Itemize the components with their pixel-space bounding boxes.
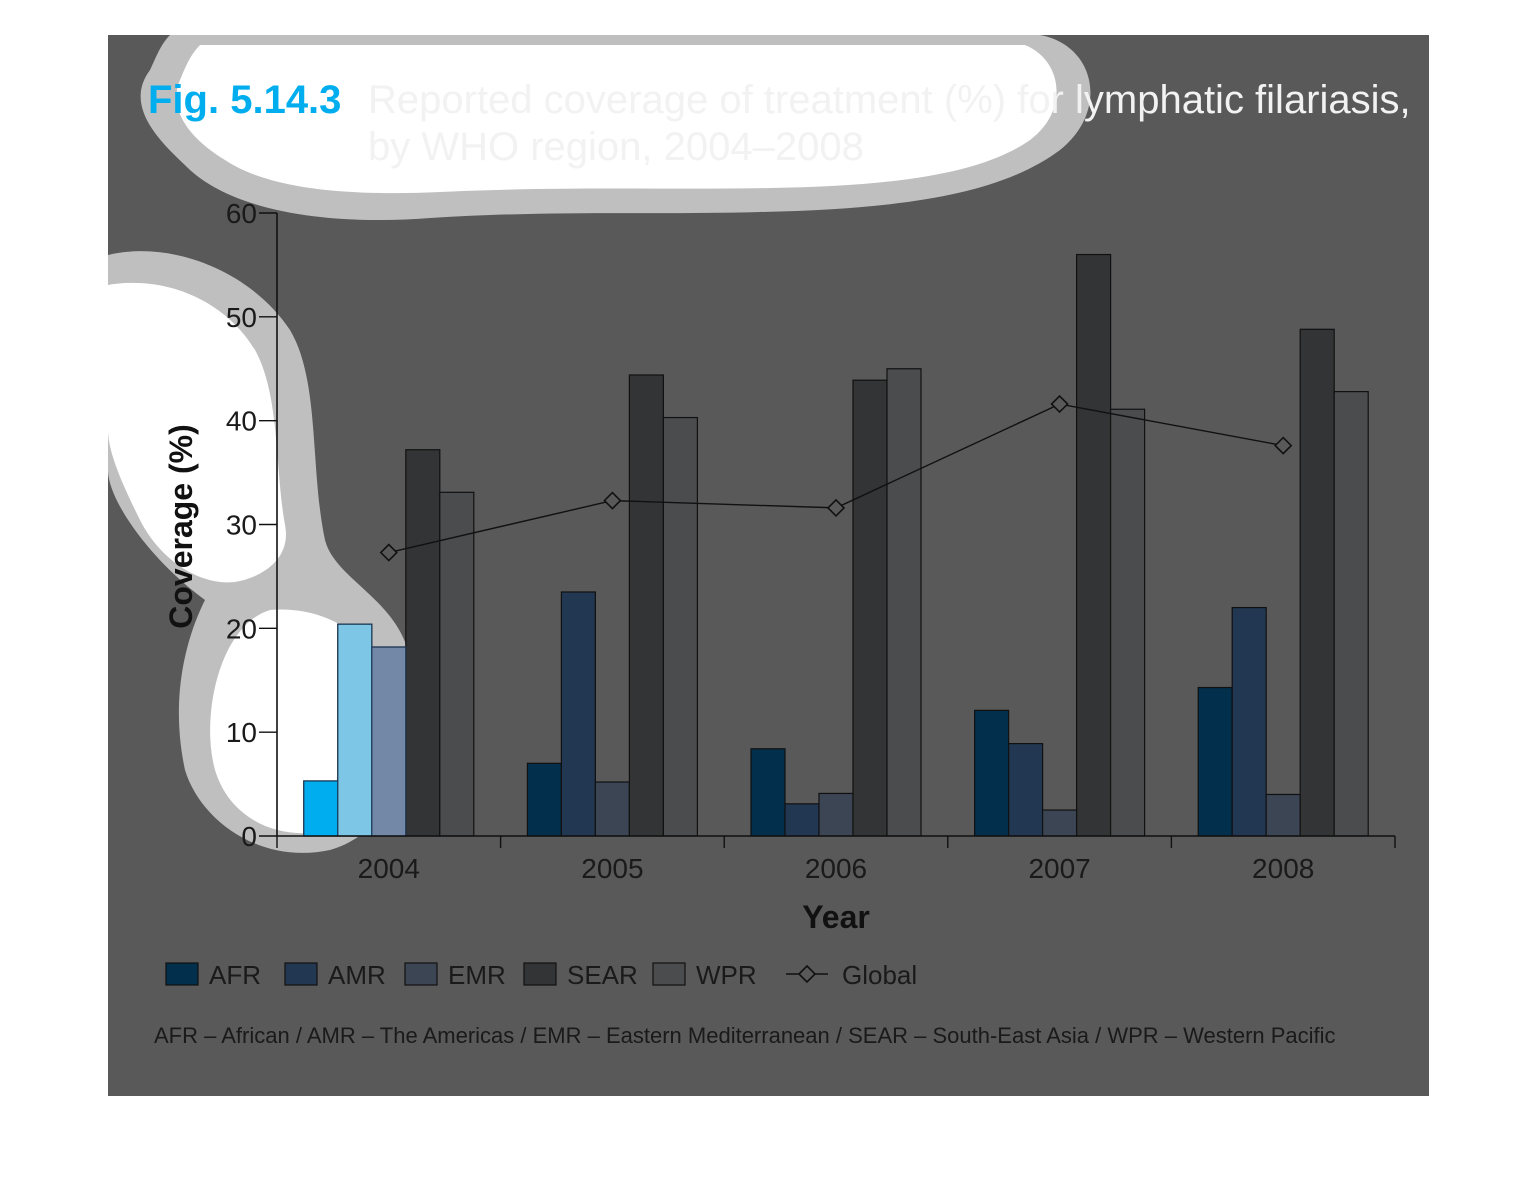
- bar-sear-2004: [405, 449, 441, 837]
- legend-label-wpr: WPR: [696, 960, 757, 990]
- x-tick-label-2005: 2005: [581, 853, 643, 884]
- legend-label-afr: AFR: [209, 960, 261, 990]
- x-tick-label-2008: 2008: [1252, 853, 1314, 884]
- y-tick-label-10: 10: [226, 717, 257, 748]
- bar-wpr-2005: [662, 416, 699, 837]
- bar-sear-2006: [852, 379, 888, 837]
- legend-swatch-afr: [165, 962, 199, 986]
- bar-wpr-2008: [1333, 390, 1369, 837]
- global-marker-2005: [603, 491, 622, 510]
- global-marker-2008: [1274, 436, 1293, 455]
- y-tick-label-50: 50: [226, 302, 257, 333]
- bar-afr-2007: [973, 709, 1010, 837]
- legend-swatch-wpr: [652, 962, 686, 986]
- legend-swatch-emr: [404, 962, 438, 986]
- y-tick-label-20: 20: [226, 613, 257, 644]
- bar-wpr-2007: [1109, 408, 1146, 837]
- x-tick-label-2006: 2006: [805, 853, 867, 884]
- bar-afr-2006: [750, 748, 786, 837]
- bar-emr-2008: [1265, 793, 1301, 837]
- y-tick-label-40: 40: [226, 406, 257, 437]
- legend-swatch-amr: [284, 962, 318, 986]
- axes-group: 0 10 20 30 40 50 60 2004 2005 2006 2007 2008: [226, 198, 1396, 884]
- chart-title: Fig. 5.14.3 Reported coverage of treatme…: [148, 78, 1411, 169]
- global-marker-2007: [1050, 394, 1069, 414]
- bar-wpr-2004: [439, 491, 475, 837]
- legend-marker-global: [797, 964, 817, 984]
- bar-emr-2006: [818, 792, 854, 837]
- legend-label-amr: AMR: [328, 960, 386, 990]
- bar-emr-2005: [594, 781, 631, 837]
- bar-sear-2008: [1299, 328, 1335, 837]
- x-tick-label-2007: 2007: [1028, 853, 1090, 884]
- bar-sear-2005: [628, 374, 665, 837]
- footnote: AFR – African / AMR – The Americas / EMR…: [154, 1023, 1336, 1048]
- y-tick-label-60: 60: [226, 198, 257, 229]
- global-marker-2004: [379, 543, 398, 562]
- bar-amr-2005: [560, 591, 597, 837]
- legend-swatch-sear: [523, 962, 557, 986]
- y-tick-label-30: 30: [226, 510, 257, 541]
- bar-sear-2007: [1075, 253, 1112, 837]
- legend-label-sear: SEAR: [567, 960, 638, 990]
- bar-highlight-amr-2004: [337, 623, 373, 837]
- legend-label-global: Global: [842, 960, 917, 990]
- y-tick-label-0: 0: [241, 821, 257, 852]
- title-line-2: by WHO region, 2004–2008: [368, 125, 864, 169]
- title-line-1: Reported coverage of treatment (%) for l…: [368, 78, 1411, 122]
- y-axis-title: Coverage (%): [163, 424, 199, 629]
- bar-amr-2007: [1007, 742, 1044, 837]
- axis-halo-inner: [108, 282, 286, 583]
- title-halo-inner: [176, 45, 1057, 194]
- bar-emr-2007: [1041, 809, 1078, 837]
- bar-highlight-afr-2004: [303, 780, 339, 837]
- global-line-group: [379, 394, 1293, 562]
- legend: AFR AMR EMR SEAR WPR Global: [165, 960, 917, 990]
- global-marker-2006: [826, 498, 846, 518]
- figure-number: Fig. 5.14.3: [148, 78, 341, 122]
- bar-highlight-emr-2004: [371, 646, 407, 837]
- bar-amr-2008: [1231, 606, 1267, 837]
- bar-afr-2008: [1197, 686, 1233, 837]
- bar-amr-2006: [784, 803, 820, 837]
- x-tick-label-2004: 2004: [358, 853, 420, 884]
- legend-label-emr: EMR: [448, 960, 506, 990]
- bar-afr-2005: [526, 762, 563, 837]
- bar-wpr-2006: [886, 368, 922, 837]
- lens-overlay: [303, 623, 407, 837]
- x-axis-title: Year: [802, 899, 870, 935]
